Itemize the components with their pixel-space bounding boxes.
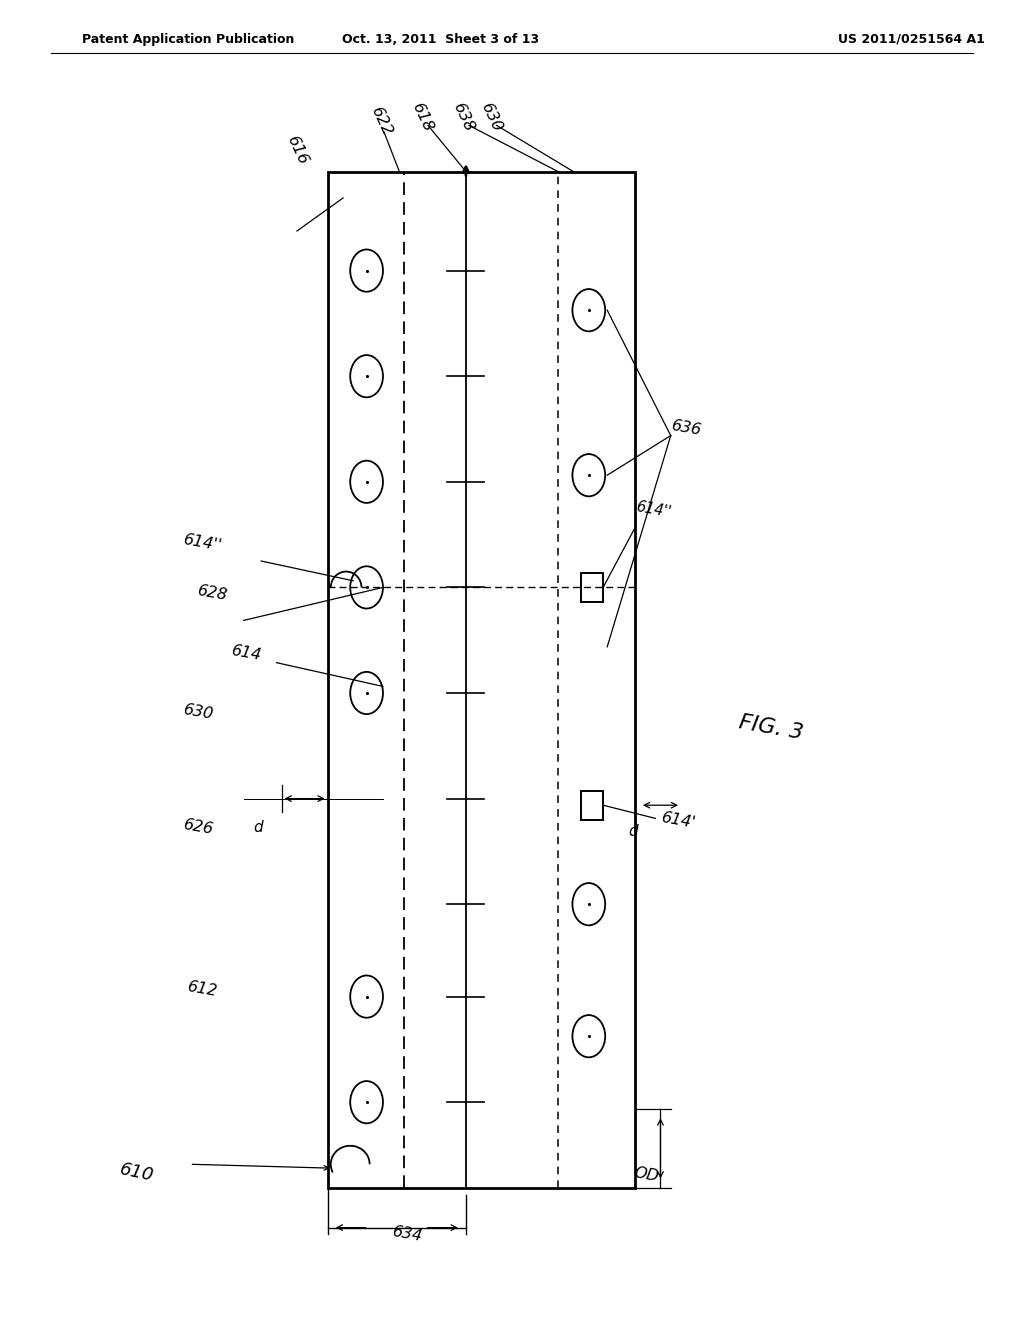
Bar (328, 172, 635, 1188)
Text: 628: 628 (197, 583, 229, 603)
Text: 638: 638 (451, 102, 477, 135)
Text: 636: 636 (671, 418, 703, 438)
Text: 614'': 614'' (635, 499, 673, 520)
Bar (581, 791, 603, 820)
Text: 612: 612 (186, 979, 219, 999)
Text: 626: 626 (182, 817, 215, 837)
Text: 634: 634 (391, 1224, 424, 1243)
Text: 616: 616 (285, 135, 311, 168)
Text: 614'': 614'' (182, 532, 223, 553)
Text: FIG. 3: FIG. 3 (737, 713, 805, 743)
Text: 630: 630 (182, 702, 215, 722)
Text: d: d (629, 824, 638, 838)
Text: US 2011/0251564 A1: US 2011/0251564 A1 (838, 33, 985, 46)
Text: 618: 618 (410, 102, 436, 135)
Text: Oct. 13, 2011  Sheet 3 of 13: Oct. 13, 2011 Sheet 3 of 13 (342, 33, 539, 46)
Text: 610: 610 (118, 1160, 156, 1185)
Text: 622: 622 (369, 106, 395, 139)
Text: 614: 614 (230, 643, 263, 663)
Bar (581, 573, 603, 602)
Text: OD: OD (633, 1166, 660, 1184)
Text: 614': 614' (660, 810, 697, 830)
Text: Patent Application Publication: Patent Application Publication (82, 33, 294, 46)
Text: 630: 630 (478, 102, 505, 135)
Text: d: d (253, 820, 262, 834)
